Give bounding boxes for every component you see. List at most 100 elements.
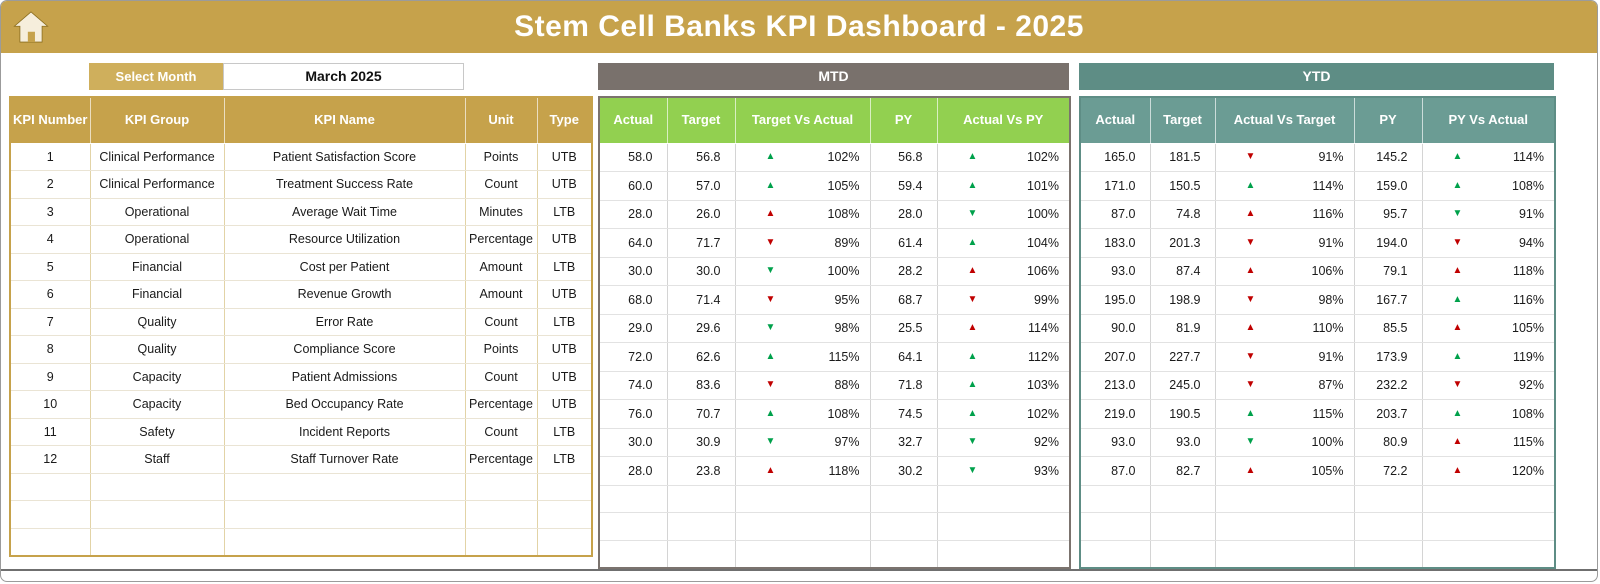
type-cell: LTB (537, 445, 592, 474)
mtd-actual-cell: 30.0 (599, 428, 668, 457)
trend-percent: 114% (1027, 321, 1059, 336)
ytd-py-cell: 203.7 (1354, 399, 1423, 429)
type-cell: UTB (537, 170, 592, 199)
kpi-name-cell: Compliance Score (224, 335, 466, 364)
ytd-target-cell: 190.5 (1150, 399, 1216, 429)
col-header-kpi-name: KPI Name (223, 96, 466, 144)
mtd-col-header-actual: Actual (598, 96, 668, 144)
kpi-group-cell: Operational (90, 198, 225, 226)
table-row: 3 Operational Average Wait Time Minutes LTB (10, 198, 592, 226)
ytd-target-cell: 227.7 (1150, 342, 1216, 372)
kpi-number-cell: 8 (10, 335, 91, 364)
trend-down-icon: ▼ (967, 464, 978, 476)
kpi-group-cell: Staff (90, 445, 225, 474)
trend-down-icon: ▼ (765, 236, 776, 248)
kpi-number-cell: 12 (10, 445, 91, 474)
unit-cell: Percentage (465, 225, 538, 254)
mtd-target-vs-actual-cell: ▲ 105% (735, 171, 871, 201)
table-row: 87.0 74.8 ▲ 116% 95.7 ▼ 91% (1080, 200, 1555, 229)
ytd-actual-cell: 165.0 (1080, 143, 1151, 172)
empty-row (1080, 540, 1555, 568)
table-row: 1 Clinical Performance Patient Satisfactio… (10, 143, 592, 171)
table-row: 72.0 62.6 ▲ 115% 64.1 ▲ 112% (599, 342, 1070, 372)
trend-percent: 118% (828, 463, 860, 478)
mtd-target-cell: 30.0 (667, 257, 736, 286)
trend-up-icon: ▲ (967, 379, 978, 391)
trend-down-icon: ▼ (1452, 208, 1463, 220)
table-row: 213.0 245.0 ▼ 87% 232.2 ▼ 92% (1080, 371, 1555, 400)
empty-cell (1080, 485, 1151, 513)
ytd-actual-vs-target-cell: ▼ 91% (1215, 143, 1355, 172)
kpi-name-cell: Error Rate (224, 308, 466, 336)
ytd-py-vs-actual-cell: ▲ 116% (1422, 285, 1555, 315)
ytd-actual-vs-target-cell: ▲ 114% (1215, 171, 1355, 201)
mtd-target-cell: 62.6 (667, 342, 736, 372)
trend-up-icon: ▲ (967, 350, 978, 362)
empty-cell (90, 473, 225, 501)
empty-row (1080, 485, 1555, 513)
mtd-target-vs-actual-cell: ▼ 95% (735, 285, 871, 315)
ytd-actual-cell: 195.0 (1080, 285, 1151, 315)
ytd-target-cell: 81.9 (1150, 314, 1216, 343)
empty-cell (1150, 485, 1216, 513)
trend-percent: 91% (1518, 207, 1544, 222)
empty-cell (1080, 512, 1151, 541)
table-row: 183.0 201.3 ▼ 91% 194.0 ▼ 94% (1080, 228, 1555, 258)
kpi-group-cell: Quality (90, 335, 225, 364)
empty-row (1080, 512, 1555, 541)
unit-cell: Points (465, 335, 538, 364)
mtd-py-cell: 59.4 (870, 171, 938, 201)
trend-up-icon: ▲ (1452, 265, 1463, 277)
table-row: 28.0 23.8 ▲ 118% 30.2 ▼ 93% (599, 456, 1070, 486)
title-bar: Stem Cell Banks KPI Dashboard - 2025 (1, 1, 1597, 53)
home-button[interactable] (9, 5, 53, 49)
unit-cell: Count (465, 418, 538, 446)
kpi-number-cell: 3 (10, 198, 91, 226)
home-icon (13, 11, 49, 43)
ytd-header-row: Actual Target Actual Vs Target PY PY Vs … (1079, 96, 1556, 144)
ytd-py-cell: 80.9 (1354, 428, 1423, 457)
mtd-actual-cell: 74.0 (599, 371, 668, 400)
trend-percent: 115% (1312, 406, 1344, 421)
trend-percent: 100% (827, 264, 860, 279)
kpi-group-cell: Quality (90, 308, 225, 336)
trend-percent: 91% (1318, 150, 1344, 165)
ytd-actual-cell: 171.0 (1080, 171, 1151, 201)
trend-down-icon: ▼ (1245, 151, 1256, 163)
mtd-header-row: Actual Target Target Vs Actual PY Actual… (598, 96, 1071, 144)
trend-up-icon: ▲ (1245, 208, 1256, 220)
mtd-actual-vs-py-cell: ▲ 102% (937, 399, 1070, 429)
trend-percent: 92% (1033, 435, 1059, 450)
mtd-target-cell: 71.7 (667, 228, 736, 258)
mtd-target-vs-actual-cell: ▼ 89% (735, 228, 871, 258)
ytd-actual-cell: 87.0 (1080, 456, 1151, 486)
ytd-actual-vs-target-cell: ▲ 116% (1215, 200, 1355, 229)
empty-cell (465, 500, 538, 529)
table-row: 6 Financial Revenue Growth Amount UTB (10, 280, 592, 309)
ytd-py-cell: 232.2 (1354, 371, 1423, 400)
select-month-button[interactable]: Select Month (89, 63, 223, 90)
mtd-py-cell: 71.8 (870, 371, 938, 400)
trend-percent: 120% (1512, 463, 1544, 478)
table-row: 7 Quality Error Rate Count LTB (10, 308, 592, 336)
mtd-target-cell: 83.6 (667, 371, 736, 400)
table-row: 207.0 227.7 ▼ 91% 173.9 ▲ 119% (1080, 342, 1555, 372)
kpi-name-cell: Resource Utilization (224, 225, 466, 254)
mtd-target-cell: 56.8 (667, 143, 736, 172)
trend-up-icon: ▲ (1452, 407, 1463, 419)
mtd-py-cell: 30.2 (870, 456, 938, 486)
ytd-actual-vs-target-cell: ▼ 91% (1215, 342, 1355, 372)
kpi-name-cell: Staff Turnover Rate (224, 445, 466, 474)
trend-down-icon: ▼ (1245, 236, 1256, 248)
type-cell: UTB (537, 225, 592, 254)
empty-cell (870, 540, 938, 568)
kpi-number-cell: 4 (10, 225, 91, 254)
trend-up-icon: ▲ (765, 407, 776, 419)
month-value-dropdown[interactable]: March 2025 (223, 63, 464, 90)
mtd-actual-cell: 60.0 (599, 171, 668, 201)
ytd-actual-vs-target-cell: ▼ 98% (1215, 285, 1355, 315)
empty-row (599, 485, 1070, 513)
ytd-actual-cell: 207.0 (1080, 342, 1151, 372)
kpi-number-cell: 6 (10, 280, 91, 309)
trend-down-icon: ▼ (1452, 236, 1463, 248)
